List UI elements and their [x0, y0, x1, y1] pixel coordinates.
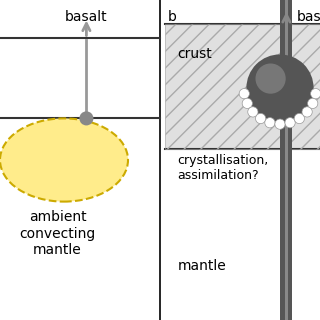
Circle shape	[311, 89, 320, 99]
Circle shape	[294, 113, 305, 124]
Bar	[280, 0, 292, 320]
Bar	[165, 24, 320, 149]
Circle shape	[255, 113, 266, 124]
Circle shape	[285, 118, 295, 128]
Circle shape	[302, 107, 312, 117]
Circle shape	[248, 107, 258, 117]
Bar	[285, 0, 288, 320]
Circle shape	[242, 98, 252, 108]
Text: crust: crust	[178, 47, 212, 61]
Text: bas: bas	[297, 10, 320, 24]
Bar	[165, 24, 320, 149]
Circle shape	[239, 89, 249, 99]
Circle shape	[308, 98, 318, 108]
Circle shape	[79, 111, 93, 125]
Text: ambient
convecting
mantle: ambient convecting mantle	[20, 211, 96, 257]
Text: mantle: mantle	[178, 259, 226, 273]
Circle shape	[255, 63, 286, 94]
Circle shape	[246, 54, 314, 122]
Text: basalt: basalt	[65, 10, 108, 24]
Ellipse shape	[0, 118, 128, 202]
Text: crystallisation,
assimilation?: crystallisation, assimilation?	[178, 154, 269, 181]
Text: b: b	[168, 10, 177, 24]
Circle shape	[275, 119, 285, 129]
Circle shape	[265, 118, 275, 128]
